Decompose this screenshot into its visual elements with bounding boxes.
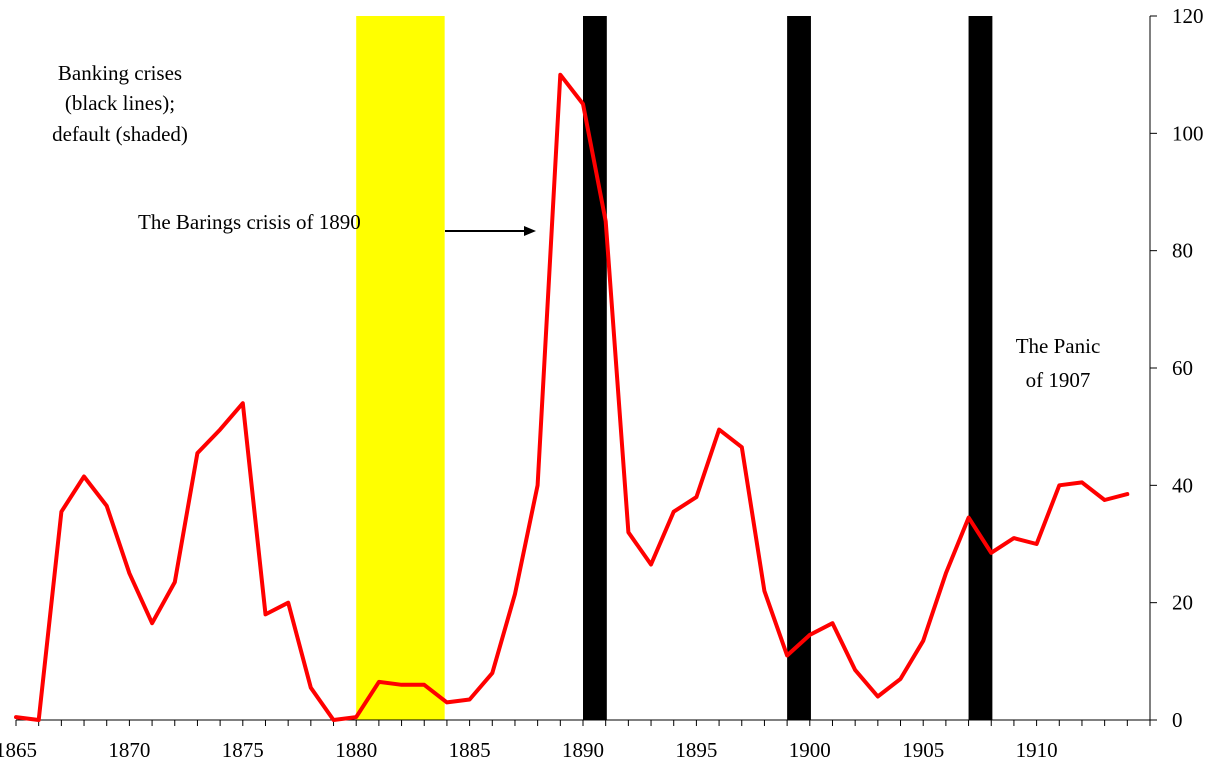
x-tick-label: 1910 — [1016, 738, 1058, 762]
x-tick-label: 1900 — [789, 738, 831, 762]
series-line-0 — [14, 72, 1130, 722]
x-tick-label: 1865 — [0, 738, 37, 762]
series-lines — [14, 72, 1130, 722]
barings-annotation: The Barings crisis of 1890 — [138, 210, 361, 234]
panic-annotation-line-2: of 1907 — [1026, 368, 1091, 392]
y-tick-label: 120 — [1172, 4, 1204, 28]
y-tick-label: 100 — [1172, 121, 1204, 145]
tick-labels: 1865 1870 1875 1880 1885 1890 1895 1900 1905 1910… — [0, 4, 1204, 762]
y-tick-label: 0 — [1172, 708, 1183, 732]
x-tick-label: 1890 — [562, 738, 604, 762]
x-tick-label: 1885 — [449, 738, 491, 762]
x-tick-label: 1895 — [675, 738, 717, 762]
x-tick-label: 1880 — [335, 738, 377, 762]
x-tick-label: 1905 — [902, 738, 944, 762]
banking-crisis-bar-1 — [787, 16, 811, 720]
default-band-0 — [356, 16, 445, 720]
y-tick-label: 20 — [1172, 591, 1193, 615]
legend-note-line-1: Banking crises — [58, 61, 182, 85]
x-tick-label: 1875 — [222, 738, 264, 762]
y-tick-label: 80 — [1172, 239, 1193, 263]
shaded-bands — [356, 16, 993, 720]
panic-annotation-line-1: The Panic — [1016, 334, 1101, 358]
axes — [15, 15, 1157, 726]
banking-crisis-bar-2 — [968, 16, 993, 720]
legend-note-line-3: default (shaded) — [52, 122, 188, 146]
barings-arrow — [445, 226, 536, 236]
y-tick-label: 40 — [1172, 473, 1193, 497]
x-tick-label: 1870 — [108, 738, 150, 762]
legend-note-line-2: (black lines); — [65, 91, 175, 115]
y-tick-label: 60 — [1172, 356, 1193, 380]
